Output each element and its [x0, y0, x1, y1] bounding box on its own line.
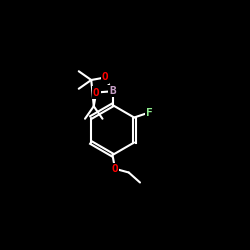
Text: B: B [109, 86, 116, 96]
Text: F: F [146, 108, 152, 118]
Text: O: O [112, 164, 118, 174]
Text: O: O [102, 72, 108, 83]
Text: O: O [93, 88, 100, 98]
